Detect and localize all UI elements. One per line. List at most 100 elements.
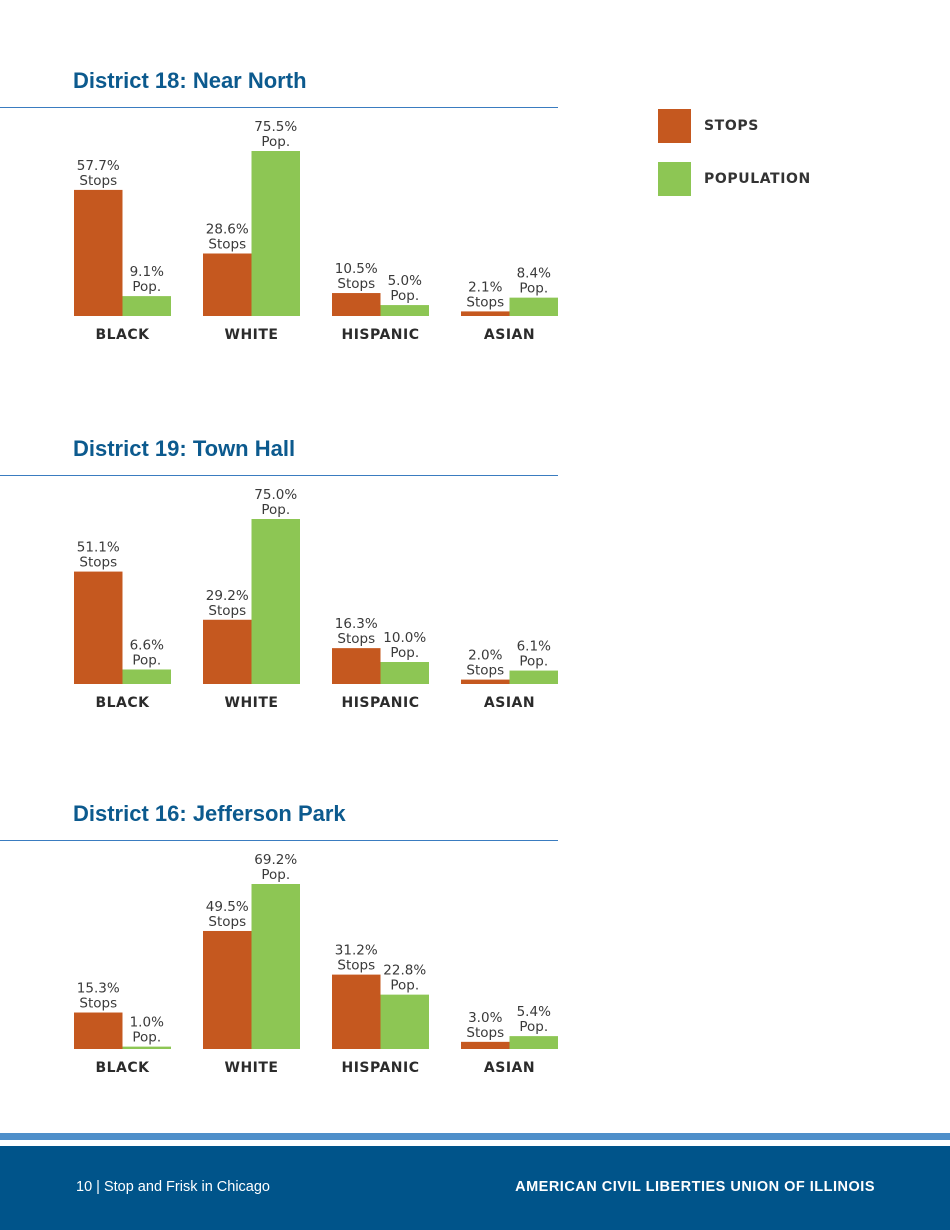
chart-title-district-19: District 19: Town Hall xyxy=(73,436,296,461)
data-label-unit-pop-asian: Pop. xyxy=(519,654,548,670)
category-label-black: BLACK xyxy=(95,695,150,711)
data-label-stops-hispanic: 16.3% xyxy=(335,616,378,632)
data-label-unit-pop-hispanic: Pop. xyxy=(390,288,419,304)
bar-stops-black xyxy=(74,571,123,684)
population-swatch xyxy=(658,162,691,196)
bar-pop-asian xyxy=(509,297,558,316)
data-label-pop-black: 6.6% xyxy=(130,637,164,653)
legend-label-population: POPULATION xyxy=(704,171,811,187)
data-label-unit-stops-asian: Stops xyxy=(466,1025,504,1041)
bar-pop-black xyxy=(122,1046,171,1049)
category-label-white: WHITE xyxy=(225,1060,279,1076)
footer-page-label: 10 | Stop and Frisk in Chicago xyxy=(76,1179,270,1195)
chart-title-district-18: District 18: Near North xyxy=(73,68,307,93)
footer-organization: AMERICAN CIVIL LIBERTIES UNION OF ILLINO… xyxy=(515,1179,875,1195)
data-label-unit-stops-black: Stops xyxy=(79,555,117,571)
chart-district-19: 51.1%Stops6.6%Pop.BLACK29.2%Stops75.0%Po… xyxy=(74,487,558,711)
bar-stops-asian xyxy=(461,1041,510,1049)
data-label-stops-white: 28.6% xyxy=(206,221,249,237)
data-label-pop-black: 1.0% xyxy=(130,1015,164,1031)
bar-pop-hispanic xyxy=(380,662,429,684)
stops-swatch xyxy=(658,109,691,143)
bar-stops-black xyxy=(74,189,123,316)
legend: STOPS POPULATION xyxy=(658,109,811,215)
bar-stops-hispanic xyxy=(332,648,381,684)
data-label-unit-stops-white: Stops xyxy=(208,914,246,930)
chart-district-16: 15.3%Stops1.0%Pop.BLACK49.5%Stops69.2%Po… xyxy=(74,852,558,1076)
data-label-unit-stops-asian: Stops xyxy=(466,663,504,679)
bar-pop-hispanic xyxy=(380,994,429,1049)
data-label-stops-black: 51.1% xyxy=(77,540,120,556)
data-label-stops-white: 49.5% xyxy=(206,899,249,915)
title-rule xyxy=(0,475,558,476)
category-label-asian: ASIAN xyxy=(484,327,535,343)
bar-pop-black xyxy=(122,669,171,684)
category-label-hispanic: HISPANIC xyxy=(341,695,419,711)
data-label-pop-asian: 5.4% xyxy=(517,1004,551,1020)
data-label-stops-asian: 2.0% xyxy=(468,648,502,664)
footer: 10 | Stop and Frisk in Chicago AMERICAN … xyxy=(0,1146,950,1230)
data-label-pop-black: 9.1% xyxy=(130,264,164,280)
bar-stops-white xyxy=(203,930,252,1049)
category-label-hispanic: HISPANIC xyxy=(341,1060,419,1076)
title-rule xyxy=(0,840,558,841)
category-label-black: BLACK xyxy=(95,1060,150,1076)
chart-district-18: 57.7%Stops9.1%Pop.BLACK28.6%Stops75.5%Po… xyxy=(74,119,558,343)
bar-stops-hispanic xyxy=(332,293,381,316)
bar-pop-white xyxy=(251,151,300,316)
data-label-pop-hispanic: 22.8% xyxy=(383,963,426,979)
bar-stops-white xyxy=(203,253,252,316)
bar-stops-white xyxy=(203,619,252,684)
data-label-unit-stops-black: Stops xyxy=(79,996,117,1012)
data-label-unit-stops-hispanic: Stops xyxy=(337,958,375,974)
legend-item-population: POPULATION xyxy=(658,162,811,196)
data-label-stops-hispanic: 31.2% xyxy=(335,943,378,959)
data-label-unit-stops-white: Stops xyxy=(208,236,246,252)
title-rule xyxy=(0,107,558,108)
legend-item-stops: STOPS xyxy=(658,109,811,143)
data-label-pop-white: 75.5% xyxy=(254,119,297,135)
data-label-pop-hispanic: 5.0% xyxy=(388,273,422,289)
data-label-pop-hispanic: 10.0% xyxy=(383,630,426,646)
bar-pop-white xyxy=(251,884,300,1049)
data-label-unit-pop-black: Pop. xyxy=(132,279,161,295)
footer-stripe xyxy=(0,1133,950,1140)
data-label-unit-stops-white: Stops xyxy=(208,603,246,619)
data-label-unit-pop-white: Pop. xyxy=(261,134,290,150)
data-label-unit-pop-black: Pop. xyxy=(132,652,161,668)
data-label-stops-white: 29.2% xyxy=(206,588,249,604)
data-label-pop-white: 75.0% xyxy=(254,487,297,503)
category-label-hispanic: HISPANIC xyxy=(341,327,419,343)
bar-stops-asian xyxy=(461,679,510,684)
data-label-pop-asian: 6.1% xyxy=(517,639,551,655)
data-label-stops-hispanic: 10.5% xyxy=(335,261,378,277)
data-label-unit-pop-white: Pop. xyxy=(261,502,290,518)
data-label-unit-pop-asian: Pop. xyxy=(519,281,548,297)
bar-pop-asian xyxy=(509,1036,558,1049)
data-label-stops-asian: 2.1% xyxy=(468,279,502,295)
data-label-unit-stops-hispanic: Stops xyxy=(337,631,375,647)
bar-pop-hispanic xyxy=(380,305,429,316)
legend-label-stops: STOPS xyxy=(704,118,759,134)
bar-pop-white xyxy=(251,519,300,684)
category-label-asian: ASIAN xyxy=(484,695,535,711)
data-label-unit-pop-white: Pop. xyxy=(261,867,290,883)
data-label-unit-stops-asian: Stops xyxy=(466,294,504,310)
bar-pop-asian xyxy=(509,670,558,684)
data-label-unit-pop-asian: Pop. xyxy=(519,1019,548,1035)
category-label-white: WHITE xyxy=(225,327,279,343)
category-label-black: BLACK xyxy=(95,327,150,343)
data-label-pop-asian: 8.4% xyxy=(517,266,551,282)
bar-pop-black xyxy=(122,296,171,316)
data-label-stops-black: 57.7% xyxy=(77,158,120,174)
data-label-unit-pop-hispanic: Pop. xyxy=(390,978,419,994)
data-label-unit-stops-black: Stops xyxy=(79,173,117,189)
data-label-pop-white: 69.2% xyxy=(254,852,297,868)
category-label-asian: ASIAN xyxy=(484,1060,535,1076)
data-label-stops-black: 15.3% xyxy=(77,981,120,997)
category-label-white: WHITE xyxy=(225,695,279,711)
bar-stops-asian xyxy=(461,311,510,316)
data-label-unit-pop-black: Pop. xyxy=(132,1030,161,1046)
data-label-unit-pop-hispanic: Pop. xyxy=(390,645,419,661)
data-label-unit-stops-hispanic: Stops xyxy=(337,276,375,292)
